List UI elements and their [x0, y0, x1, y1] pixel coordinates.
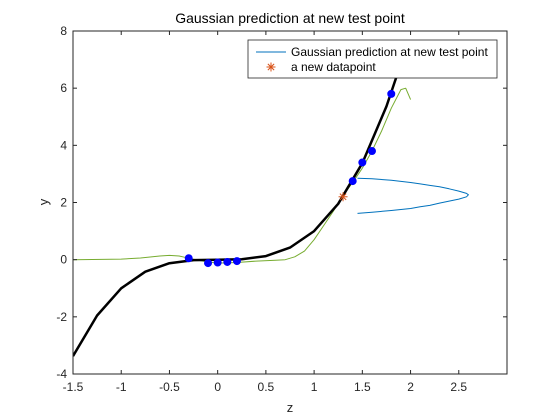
x-tick-label: 1: [311, 380, 318, 394]
chart-title: Gaussian prediction at new test point: [175, 10, 405, 26]
data-point: [184, 254, 193, 263]
x-tick-label: 2.5: [450, 380, 467, 394]
x-tick-label: -0.5: [159, 380, 180, 394]
series-line-0: [357, 177, 469, 214]
data-point: [358, 158, 367, 167]
x-tick-label: -1: [116, 380, 127, 394]
axes: -1.5 -1 -0.5 0 0.5 1 1.5 2 2.5 -4 -2 0 2 4 6 8: [56, 24, 508, 394]
y-tick-label: 0: [60, 253, 67, 267]
y-tick-label: 6: [60, 81, 67, 95]
data-point: [223, 257, 232, 266]
legend: Gaussian prediction at new test point a …: [247, 39, 498, 79]
legend-entry-gaussian: Gaussian prediction at new test point: [291, 45, 488, 59]
x-ticks: -1.5 -1 -0.5 0 0.5 1 1.5 2 2.5: [63, 31, 467, 394]
x-tick-label: 2: [407, 380, 414, 394]
x-tick-label: 1.5: [354, 380, 371, 394]
series-layer: [73, 63, 469, 357]
y-tick-label: 8: [60, 24, 67, 38]
y-tick-label: -2: [56, 310, 67, 324]
x-tick-label: 0.5: [258, 380, 275, 394]
y-tick-label: 2: [60, 196, 67, 210]
data-point: [387, 89, 396, 98]
y-axis-label: y: [36, 198, 51, 205]
data-point: [367, 147, 376, 156]
data-point: [348, 177, 357, 186]
plot-area: [73, 31, 507, 374]
data-point: [232, 257, 241, 266]
x-tick-label: 0: [214, 380, 221, 394]
x-axis-label: z: [287, 400, 294, 415]
new-datapoint-marker: [338, 192, 348, 202]
y-tick-label: -4: [56, 367, 67, 381]
y-ticks: -4 -2 0 2 4 6 8: [56, 24, 507, 381]
series-line-1: [73, 63, 403, 357]
y-tick-label: 4: [60, 138, 67, 152]
legend-asterisk-marker: [266, 62, 276, 72]
legend-box: [247, 39, 498, 79]
x-tick-label: -1.5: [63, 380, 84, 394]
data-point: [204, 259, 213, 268]
data-point: [213, 258, 222, 267]
legend-entry-datapoint: a new datapoint: [291, 60, 376, 74]
legend-asterisk: [266, 62, 276, 72]
series-line-2: [73, 87, 412, 264]
